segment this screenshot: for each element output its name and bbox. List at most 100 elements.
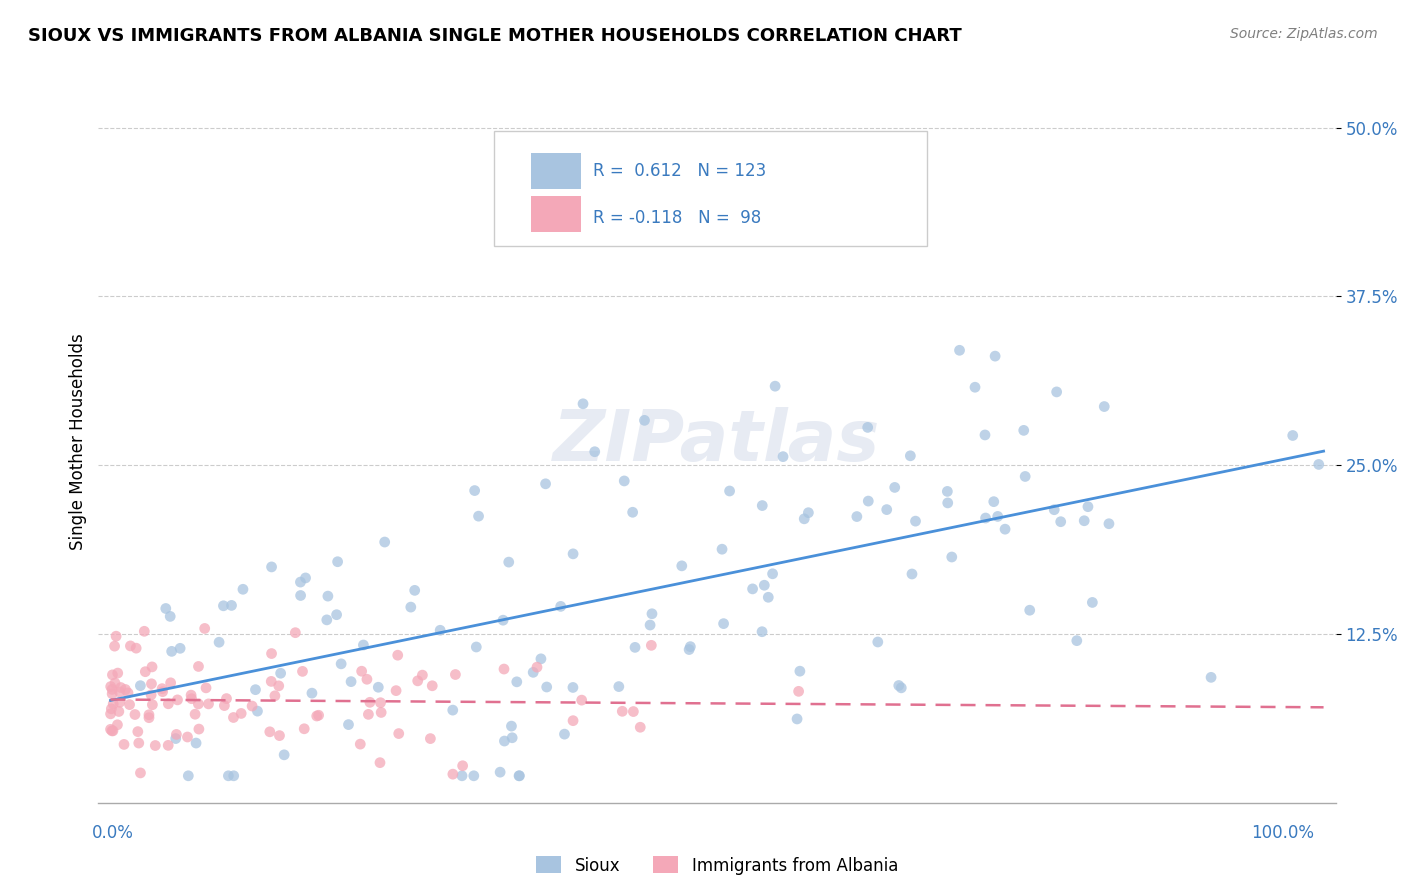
- Sioux: [1081, 595, 1104, 609]
- Immigrants from Albania: [159, 675, 181, 690]
- Immigrants from Albania: [112, 738, 135, 752]
- Immigrants from Albania: [571, 693, 593, 707]
- Immigrants from Albania: [104, 639, 127, 653]
- Sioux: [374, 535, 396, 549]
- Immigrants from Albania: [180, 688, 202, 702]
- Immigrants from Albania: [141, 698, 163, 712]
- Immigrants from Albania: [259, 724, 281, 739]
- Sioux: [638, 618, 661, 632]
- Sioux: [159, 609, 181, 624]
- Immigrants from Albania: [138, 711, 160, 725]
- Immigrants from Albania: [368, 756, 391, 770]
- Immigrants from Albania: [628, 720, 651, 734]
- Sioux: [451, 769, 474, 783]
- Text: 100.0%: 100.0%: [1251, 824, 1315, 842]
- Immigrants from Albania: [166, 693, 188, 707]
- Sioux: [936, 496, 959, 510]
- Sioux: [404, 583, 426, 598]
- Sioux: [793, 512, 815, 526]
- Immigrants from Albania: [141, 660, 163, 674]
- Immigrants from Albania: [187, 659, 209, 673]
- Sioux: [994, 522, 1017, 536]
- Immigrants from Albania: [385, 683, 408, 698]
- Immigrants from Albania: [107, 718, 129, 732]
- Sioux: [679, 640, 702, 654]
- Sioux: [177, 769, 200, 783]
- Immigrants from Albania: [420, 679, 443, 693]
- Immigrants from Albania: [108, 705, 131, 719]
- Sioux: [763, 379, 786, 393]
- Immigrants from Albania: [118, 698, 141, 712]
- Sioux: [621, 505, 644, 519]
- Sioux: [741, 582, 763, 596]
- Sioux: [1098, 516, 1121, 531]
- Sioux: [678, 642, 700, 657]
- Sioux: [1077, 500, 1099, 514]
- Sioux: [1199, 670, 1222, 684]
- Sioux: [534, 476, 557, 491]
- Sioux: [987, 509, 1010, 524]
- Sioux: [245, 682, 267, 697]
- Sioux: [325, 607, 347, 622]
- Sioux: [562, 547, 585, 561]
- Immigrants from Albania: [612, 704, 634, 718]
- Sioux: [974, 511, 997, 525]
- Sioux: [890, 681, 912, 695]
- Immigrants from Albania: [357, 707, 380, 722]
- Sioux: [856, 420, 879, 434]
- Text: R =  0.612   N = 123: R = 0.612 N = 123: [593, 161, 766, 179]
- Immigrants from Albania: [101, 723, 124, 738]
- Immigrants from Albania: [100, 702, 122, 716]
- Sioux: [1066, 633, 1088, 648]
- Sioux: [508, 769, 530, 783]
- Immigrants from Albania: [110, 681, 132, 695]
- Sioux: [936, 484, 959, 499]
- Sioux: [290, 575, 312, 590]
- Immigrants from Albania: [101, 723, 124, 738]
- Sioux: [290, 589, 312, 603]
- Sioux: [337, 717, 360, 731]
- Sioux: [429, 624, 451, 638]
- Sioux: [751, 499, 773, 513]
- Immigrants from Albania: [370, 696, 392, 710]
- Sioux: [901, 566, 924, 581]
- Sioux: [465, 640, 488, 654]
- Sioux: [169, 641, 191, 656]
- Immigrants from Albania: [305, 709, 328, 723]
- Sioux: [506, 674, 529, 689]
- Immigrants from Albania: [184, 707, 207, 722]
- Sioux: [316, 589, 339, 603]
- Immigrants from Albania: [100, 723, 122, 737]
- Sioux: [221, 599, 243, 613]
- Immigrants from Albania: [562, 714, 585, 728]
- Sioux: [1308, 458, 1330, 472]
- Immigrants from Albania: [139, 688, 162, 702]
- Sioux: [751, 624, 773, 639]
- Immigrants from Albania: [117, 686, 139, 700]
- Immigrants from Albania: [269, 729, 291, 743]
- Sioux: [983, 494, 1005, 508]
- Sioux: [613, 474, 636, 488]
- Sioux: [858, 494, 880, 508]
- Immigrants from Albania: [152, 684, 174, 698]
- Sioux: [845, 509, 868, 524]
- Immigrants from Albania: [100, 680, 122, 694]
- Immigrants from Albania: [787, 684, 810, 698]
- Immigrants from Albania: [138, 707, 160, 722]
- Sioux: [315, 613, 337, 627]
- Immigrants from Albania: [128, 736, 150, 750]
- Immigrants from Albania: [195, 681, 218, 695]
- Immigrants from Albania: [492, 662, 515, 676]
- Immigrants from Albania: [180, 691, 202, 706]
- Sioux: [941, 549, 963, 564]
- Immigrants from Albania: [526, 660, 548, 674]
- Sioux: [270, 666, 292, 681]
- Immigrants from Albania: [100, 706, 122, 721]
- Sioux: [789, 664, 811, 678]
- Bar: [531, 153, 581, 188]
- Sioux: [561, 681, 583, 695]
- Immigrants from Albania: [240, 699, 263, 714]
- Sioux: [273, 747, 295, 762]
- Sioux: [1043, 502, 1066, 516]
- Immigrants from Albania: [419, 731, 441, 746]
